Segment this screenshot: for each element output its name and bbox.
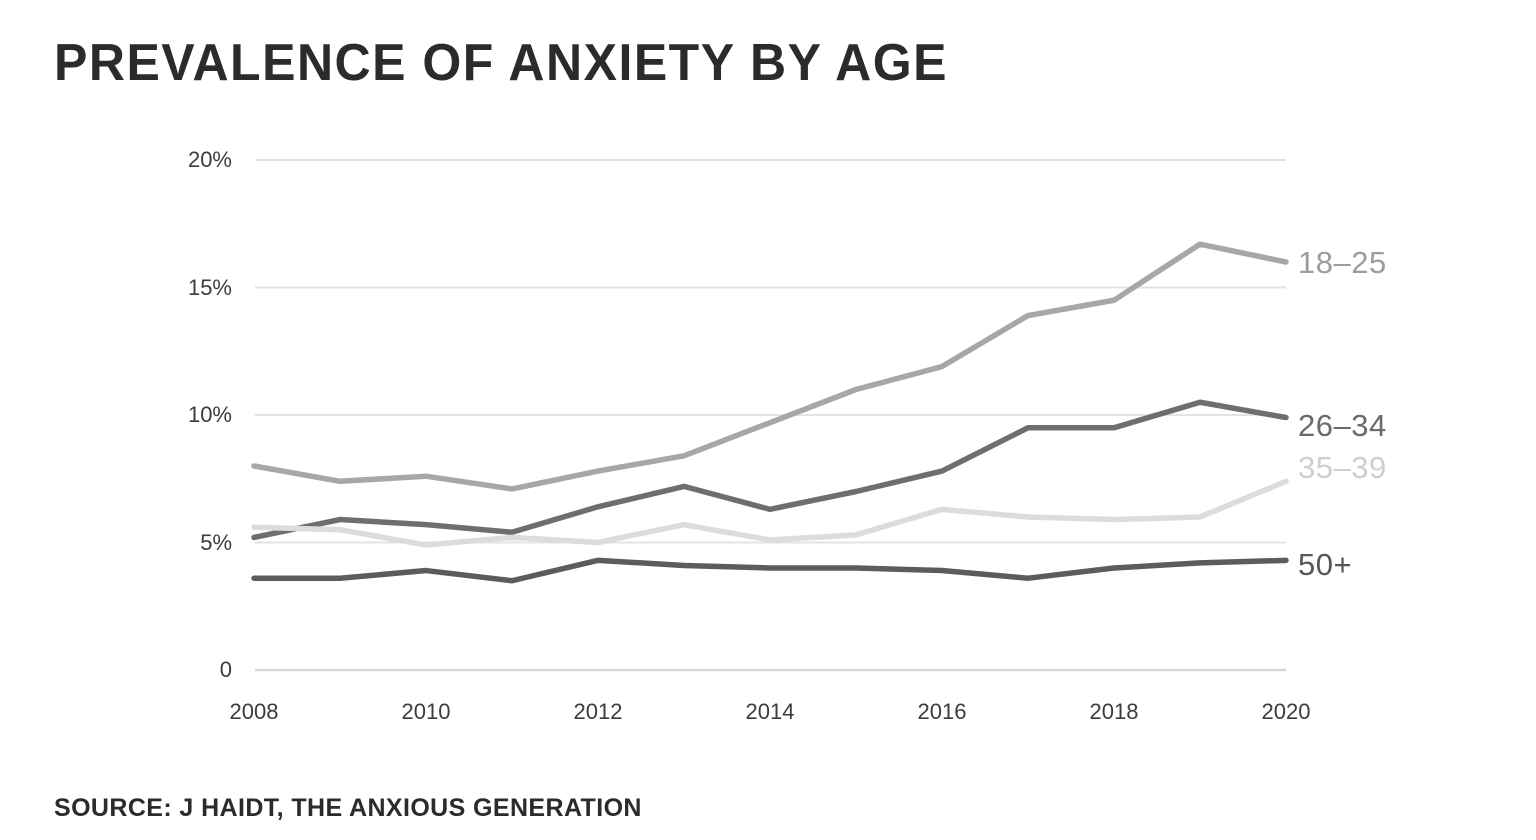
y-axis-tick-label: 10%	[187, 402, 232, 427]
series-label-50-plus: 50+	[1298, 547, 1353, 582]
series-label-18-25: 18–25	[1298, 245, 1387, 280]
y-axis-tick-label: 0	[219, 657, 232, 682]
series-label-35-39: 35–39	[1298, 450, 1387, 485]
x-axis-tick-label: 2018	[1089, 699, 1139, 724]
source-note: SOURCE: J HAIDT, THE ANXIOUS GENERATION	[54, 794, 642, 822]
x-axis-tick-label: 2014	[745, 699, 795, 724]
x-axis-tick-label: 2012	[573, 699, 623, 724]
series-line-18-25	[251, 241, 1289, 492]
page-title: PREVALENCE OF ANXIETY BY AGE	[54, 33, 949, 92]
series-line-50-	[251, 557, 1289, 584]
series-line-35-39	[251, 478, 1289, 548]
x-axis-tick-label: 2010	[401, 699, 451, 724]
x-axis-tick-label: 2008	[229, 699, 279, 724]
series-line-26-34	[251, 399, 1289, 541]
x-axis-tick-label: 2016	[917, 699, 967, 724]
y-axis-tick-label: 15%	[187, 274, 232, 300]
x-axis-tick-label: 2020	[1261, 699, 1311, 724]
y-axis-tick-label: 20%	[187, 147, 232, 172]
series-label-26-34: 26–34	[1298, 408, 1387, 443]
y-axis-tick-label: 5%	[200, 529, 232, 555]
